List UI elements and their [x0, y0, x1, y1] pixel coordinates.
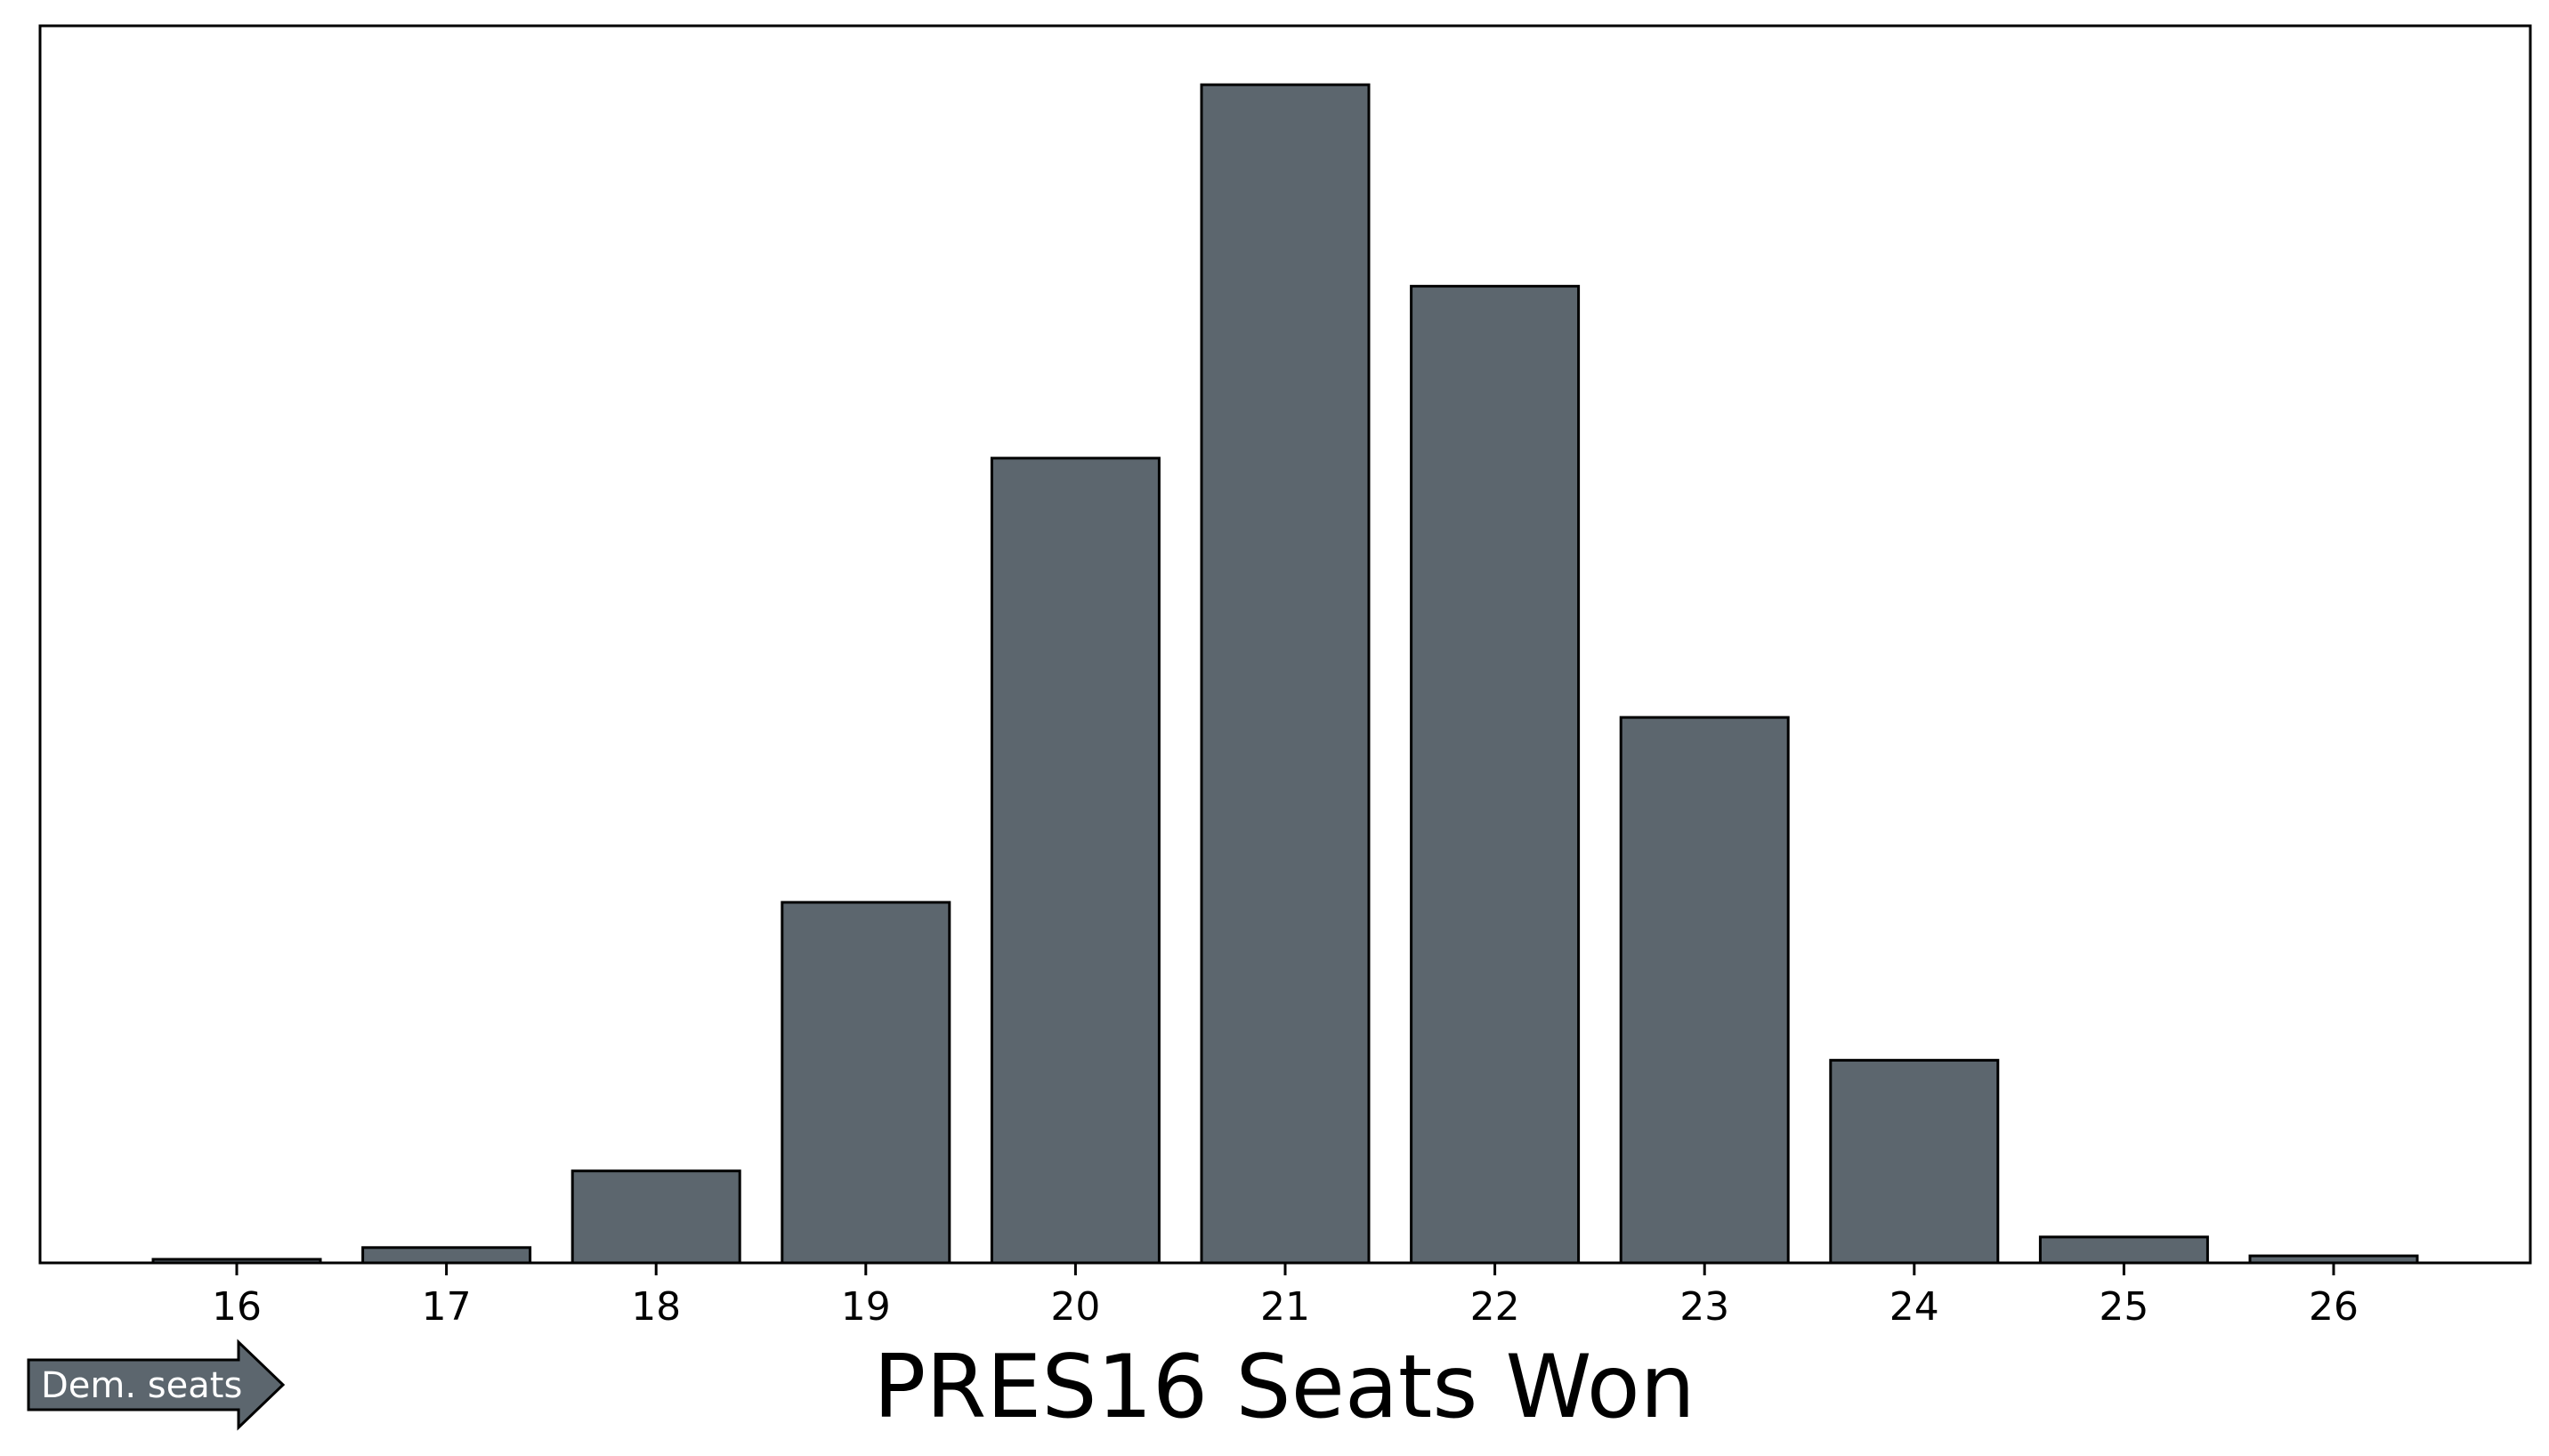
x-tick-label-19: 19: [841, 1284, 891, 1330]
bar-18: [570, 1169, 741, 1265]
bar-21: [1200, 83, 1371, 1265]
dem-seats-label: Dem. seats: [41, 1365, 242, 1406]
x-tick-label-26: 26: [2309, 1284, 2359, 1330]
bar-20: [990, 457, 1161, 1265]
bars-group: [151, 83, 2419, 1265]
x-tick-label-24: 24: [1889, 1284, 1939, 1330]
bar-22: [1410, 285, 1581, 1265]
x-tick-label-23: 23: [1679, 1284, 1729, 1330]
x-tick-label-21: 21: [1260, 1284, 1310, 1330]
bar-25: [2038, 1235, 2209, 1265]
x-tick-label-17: 17: [422, 1284, 472, 1330]
bar-24: [1829, 1058, 2000, 1265]
x-axis-label: PRES16 Seats Won: [873, 1337, 1695, 1438]
dem-seats-annotation: Dem. seats: [27, 1339, 286, 1431]
x-tick-label-25: 25: [2099, 1284, 2148, 1330]
bar-17: [361, 1246, 532, 1265]
bar-23: [1619, 716, 1790, 1265]
x-tick-label-18: 18: [631, 1284, 681, 1330]
bar-19: [781, 901, 951, 1265]
right-arrow-icon: [27, 1339, 286, 1431]
x-tick-label-22: 22: [1470, 1284, 1520, 1330]
x-tick-label-16: 16: [212, 1284, 262, 1330]
x-ticks-group: 16 17 18 19 20 21 22 23 24 25 26: [212, 1263, 2359, 1330]
x-tick-label-20: 20: [1050, 1284, 1100, 1330]
